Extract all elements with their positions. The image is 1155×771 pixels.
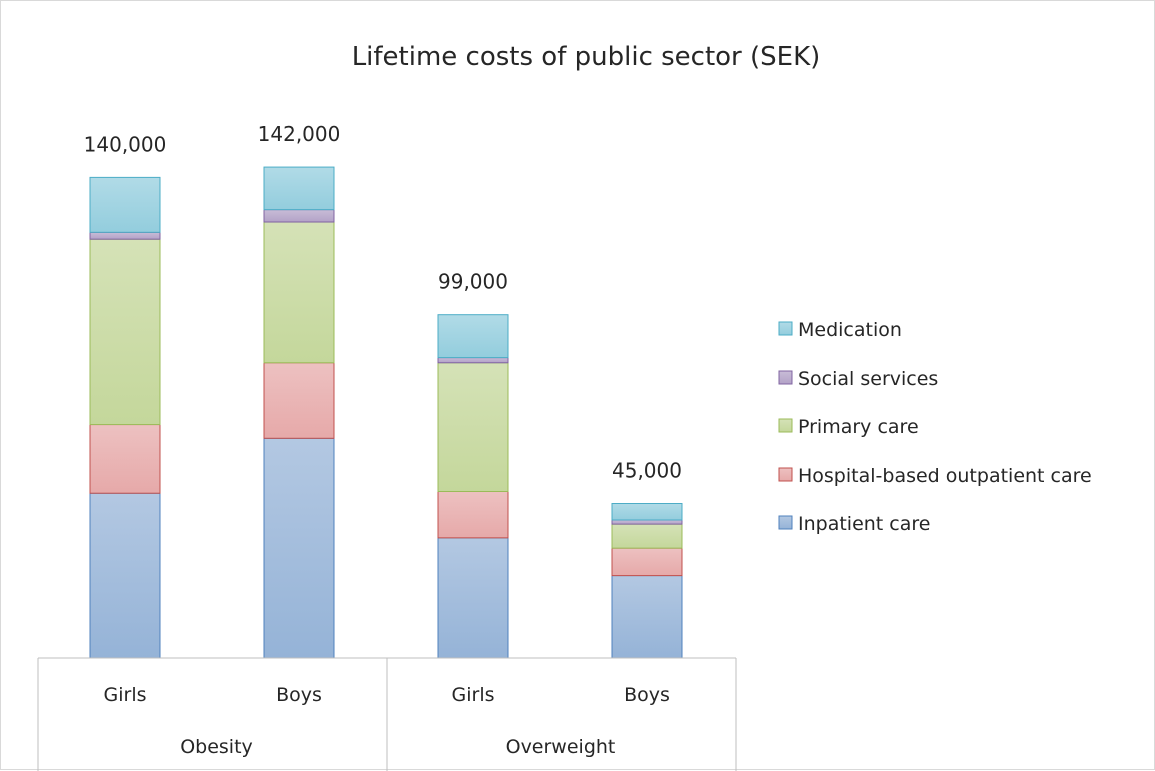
- legend-label-inpatient-care: Inpatient care: [798, 513, 930, 535]
- legend-swatch-hospital-based-outpatient-care: [778, 467, 793, 482]
- bar-segment-medication-2: [263, 166, 335, 211]
- total-label-2: 142,000: [258, 122, 341, 146]
- x-tick-label-2: Boys: [276, 684, 322, 706]
- x-axis: Girls Boys Girls Boys Obesity Overweight: [37, 657, 737, 771]
- bar-segment-medication-3: [437, 314, 509, 359]
- bar-segment-primary-care-2: [263, 221, 335, 364]
- legend-swatch-inpatient-care: [778, 515, 793, 530]
- legend: Medication Social services Primary care Hos…: [778, 319, 1092, 535]
- total-label-1: 140,000: [84, 132, 167, 156]
- bar-segment-hospital-based-outpatient-care-3: [437, 490, 509, 539]
- bar-segment-inpatient-care-2: [263, 437, 335, 659]
- x-group-label-1: Obesity: [180, 736, 253, 758]
- bar-segment-inpatient-care-1: [89, 492, 161, 659]
- total-label-3: 99,000: [438, 270, 508, 294]
- bar-segment-medication-1: [89, 176, 161, 233]
- bar-segment-primary-care-1: [89, 238, 161, 426]
- legend-label-medication: Medication: [798, 319, 902, 341]
- bar-segment-hospital-based-outpatient-care-2: [263, 362, 335, 439]
- bar-segment-hospital-based-outpatient-care-1: [89, 424, 161, 494]
- chart-title: Lifetime costs of public sector (SEK): [352, 42, 821, 72]
- bar-segment-medication-4: [611, 503, 683, 521]
- x-tick-label-4: Boys: [624, 684, 670, 706]
- legend-label-primary-care: Primary care: [798, 416, 919, 438]
- bar-segment-hospital-based-outpatient-care-4: [611, 547, 683, 577]
- bar-segment-social-services-2: [263, 209, 335, 223]
- bar-segment-inpatient-care-4: [611, 575, 683, 659]
- legend-label-social-services: Social services: [798, 368, 938, 390]
- legend-swatch-medication: [778, 321, 793, 336]
- bar-segment-primary-care-3: [437, 362, 509, 492]
- x-tick-label-1: Girls: [104, 684, 147, 706]
- bars-layer: [89, 166, 683, 659]
- bar-segment-inpatient-care-3: [437, 537, 509, 659]
- x-group-label-2: Overweight: [506, 736, 616, 758]
- bar-segment-social-services-1: [89, 231, 161, 240]
- legend-swatch-primary-care: [778, 418, 793, 433]
- legend-swatch-social-services: [778, 370, 793, 385]
- legend-label-hospital-based-outpatient-care: Hospital-based outpatient care: [798, 465, 1092, 487]
- bar-segment-social-services-3: [437, 357, 509, 364]
- x-tick-label-3: Girls: [452, 684, 495, 706]
- totals-layer: 140,000 142,000 99,000 45,000: [84, 122, 682, 482]
- bar-segment-social-services-4: [611, 519, 683, 525]
- bar-segment-primary-care-4: [611, 523, 683, 549]
- total-label-4: 45,000: [612, 459, 682, 483]
